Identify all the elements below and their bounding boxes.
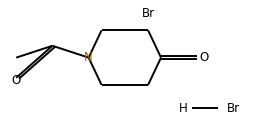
Text: O: O	[12, 74, 21, 87]
Text: H: H	[178, 102, 187, 114]
Text: Br: Br	[141, 7, 155, 20]
Text: O: O	[200, 51, 209, 64]
Text: N: N	[84, 51, 93, 64]
Text: Br: Br	[227, 102, 240, 114]
